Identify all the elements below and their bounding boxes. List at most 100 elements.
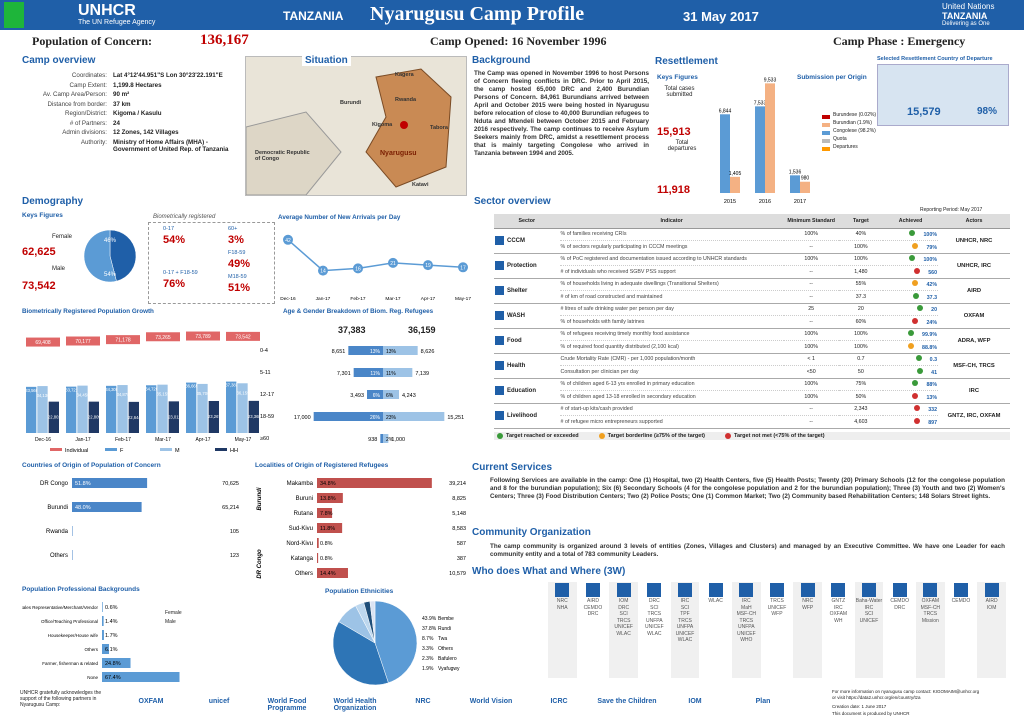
category-label: Buruni <box>296 496 313 502</box>
agency: NRC <box>556 598 568 604</box>
section-title: Background <box>472 55 531 66</box>
standard: 100% <box>804 231 818 238</box>
agency: IRC <box>864 604 874 611</box>
bar <box>146 385 157 433</box>
submitted-label: Total cases submitted <box>664 86 695 98</box>
standard: 25 <box>808 306 815 313</box>
bar <box>26 386 37 433</box>
table: Sector Indicator Minimum Standard Target Ach… <box>494 214 1010 429</box>
count-label: 8,651 <box>332 349 346 355</box>
female-label: Female <box>52 234 73 240</box>
camp-opened: Camp Opened: 16 November 1996 <box>430 34 607 48</box>
keys-title: Keys Figures <box>657 74 698 81</box>
count-label: 65,214 <box>222 505 239 511</box>
sector-icon <box>923 583 938 597</box>
bar-label: 1,536 <box>789 169 802 175</box>
bar-label: 23,368 <box>248 414 261 419</box>
count-label: 70,625 <box>222 481 239 487</box>
sector-label: Livelihood <box>507 413 537 420</box>
partner-logo: OXFAM <box>138 698 164 705</box>
total-right: 36,159 <box>408 325 436 335</box>
count-label: 387 <box>457 556 466 562</box>
status-icon <box>598 432 605 439</box>
agency: UNFPA <box>676 624 694 630</box>
agency: WFP <box>802 604 814 611</box>
bar <box>208 401 219 433</box>
bar <box>37 386 48 433</box>
overview-row: Coordinates: Lat 4°12'44.951"S Lon 30°23'… <box>22 72 242 80</box>
agency: DRC <box>618 604 630 611</box>
overview-row: Camp Extent: 1,199.8 Hectares <box>22 82 242 90</box>
achieved-cell: 79% <box>883 241 938 254</box>
chart: 46% 54% <box>83 229 137 283</box>
partner-logo: World Health Organization <box>333 698 377 712</box>
x-tick-label: Dec-16 <box>35 437 51 443</box>
chart-title: Average Number of New Arrivals per Day <box>278 214 401 221</box>
target: 100% <box>854 343 868 350</box>
bar <box>77 385 88 433</box>
partner-logo: World Food Programme <box>267 698 307 712</box>
x-tick-label: Feb-17 <box>115 437 131 443</box>
agency: TRCS <box>770 598 784 604</box>
pct-label: 6% <box>386 393 394 399</box>
bar-label: 34,300 <box>105 387 118 392</box>
count-label: 938 <box>368 437 377 443</box>
section-title: Sector overview <box>474 196 551 207</box>
bar <box>353 368 383 377</box>
indicator: # of individuals who received SGBV PSS s… <box>560 268 676 275</box>
departures: 11,918 <box>657 184 691 196</box>
count-label: 39,214 <box>449 481 466 487</box>
table-row: Shelter % of households living in adequat… <box>494 278 1010 295</box>
sector-name: Food <box>494 328 560 353</box>
bar-label: 1,405 <box>729 171 742 177</box>
sector-icon <box>495 311 504 320</box>
logo-sub: The UN Refugee Agency <box>78 19 156 26</box>
agency: WFP <box>771 611 783 617</box>
bio-box <box>148 222 275 304</box>
bar <box>197 383 208 433</box>
bar <box>168 401 179 433</box>
agency: Baha-Water <box>855 598 883 604</box>
agency: CEMDO <box>890 598 909 604</box>
bar-label: 0.1% <box>75 529 88 535</box>
sector-name: WASH <box>494 303 560 328</box>
legend-label: Burundian (1.9%) <box>833 120 872 126</box>
achieved-cell: 332 <box>883 403 938 416</box>
legend-swatch <box>822 123 830 127</box>
legend-swatch <box>160 448 172 451</box>
bio-group: 60+ <box>228 226 238 232</box>
legend-item: Target reached or exceeded <box>497 432 579 439</box>
partner-logo: NRC <box>415 698 431 705</box>
overview-key: # of Partners: <box>69 119 107 127</box>
overview-value: Kigoma / Kasulu <box>113 110 162 117</box>
point <box>353 263 363 274</box>
agency: IRC <box>742 598 751 604</box>
achieved-cell: 37.3 <box>883 291 938 304</box>
legend-swatch <box>822 139 830 143</box>
un-sub: Delivering as One <box>942 21 990 27</box>
sector-name: Education <box>494 378 560 403</box>
category-label: Others <box>84 647 98 652</box>
chart-title: Population Ethnicities <box>325 588 394 595</box>
standard: -- <box>809 406 813 413</box>
bar-label: 22,809 <box>88 415 101 420</box>
standard: 100% <box>804 331 818 338</box>
standard: 100% <box>804 393 818 400</box>
bar <box>383 390 399 399</box>
bar <box>106 385 117 433</box>
indicator: % of households with family latrines <box>560 318 645 325</box>
indicator: % of PoC registered and documentation is… <box>560 256 747 263</box>
indicator: # of refugee micro entrepreneurs support… <box>560 418 663 425</box>
agency: UNICEF <box>645 624 664 630</box>
achieved-cell: 560 <box>883 266 938 279</box>
status-icon <box>914 405 921 412</box>
bio-group: 0-17 + F18-59 <box>163 270 198 276</box>
reporting-period: Reporting Period: May 2017 <box>920 207 983 213</box>
agency: SCI <box>619 611 628 617</box>
bar-label: 35,700 <box>197 391 210 396</box>
count-label: 8,626 <box>421 349 435 355</box>
chart-title: Biometrically Registered Population Grow… <box>22 308 154 315</box>
overview-key: Camp Extent: <box>69 81 108 89</box>
pct-label: 2% <box>386 437 394 443</box>
